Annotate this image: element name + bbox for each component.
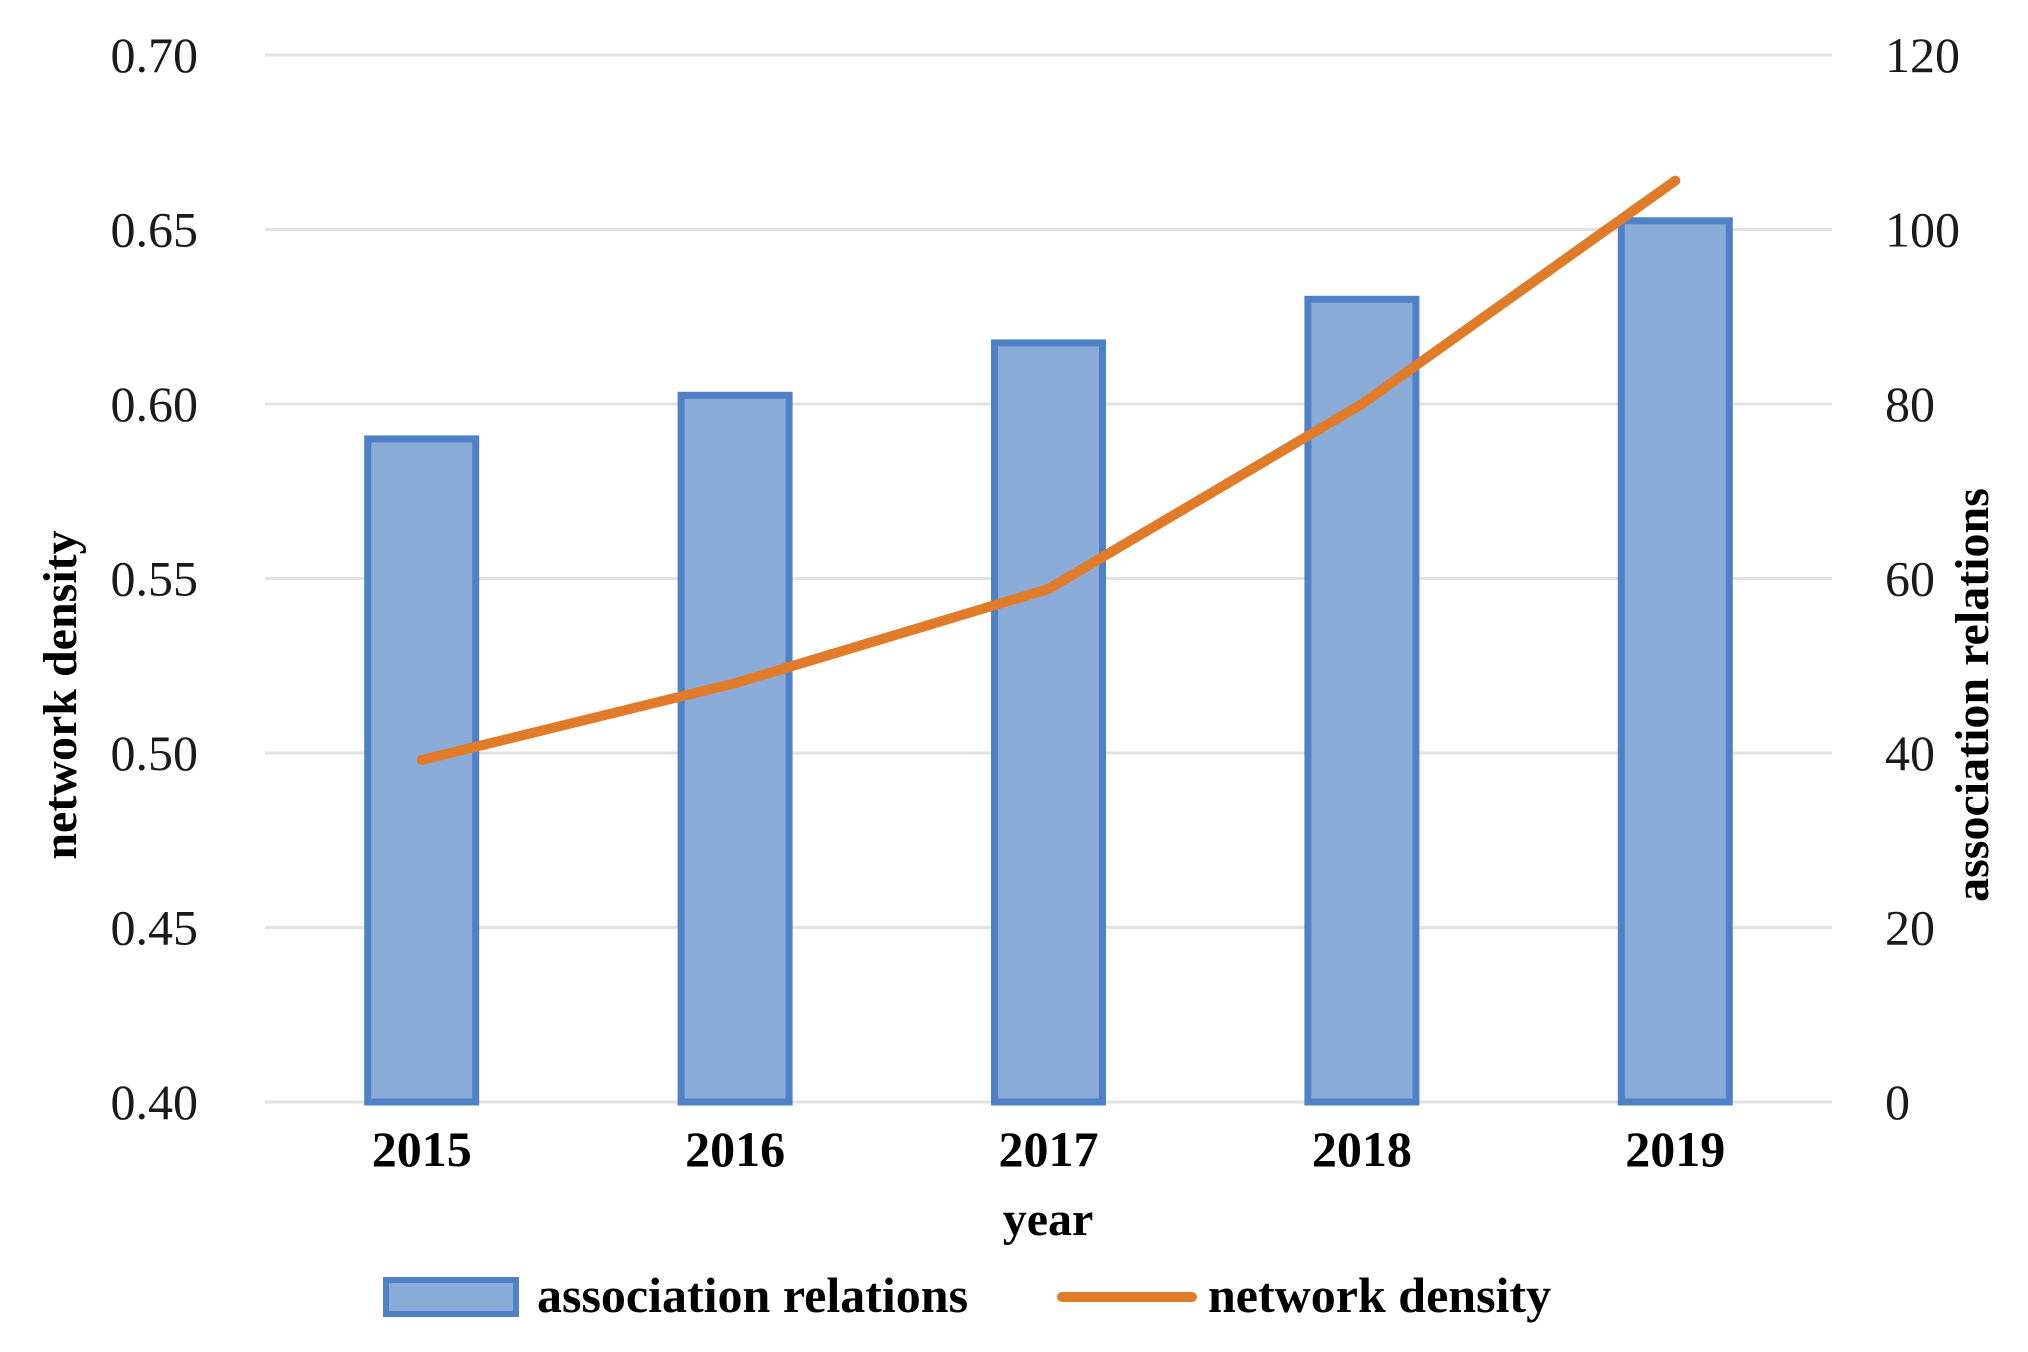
x-axis-tick-label: 2019 [1625, 1121, 1725, 1177]
left-axis-tick-label: 0.70 [111, 27, 199, 83]
x-axis-tick-label: 2015 [372, 1121, 472, 1177]
line-series [416, 175, 1681, 765]
legend-swatch-bar [383, 1277, 519, 1317]
left-axis-tick-label: 0.50 [111, 725, 199, 781]
left-axis-tick-label: 0.45 [111, 900, 199, 956]
right-axis-tick-label: 80 [1885, 376, 1935, 432]
right-axis-tick-label: 120 [1885, 27, 1960, 83]
right-axis-title: association relations [1946, 488, 1999, 902]
right-axis-tick-label: 0 [1885, 1074, 1910, 1130]
legend-label-network-density: network density [1208, 1267, 1551, 1323]
line-point-2016 [734, 682, 737, 685]
x-axis-tick-label: 2017 [999, 1121, 1099, 1177]
x-axis-tick-label: 2016 [685, 1121, 785, 1177]
line-point-2018 [1360, 403, 1363, 405]
left-axis-title: network density [34, 530, 87, 859]
left-axis-tick-label: 0.55 [111, 551, 199, 607]
x-axis-tick-label: 2018 [1312, 1121, 1412, 1177]
x-axis-title: year [1003, 1193, 1094, 1246]
right-axis-tick-label: 40 [1885, 725, 1935, 781]
tick-labels: 0.40 0 0.45 20 0.50 40 0.55 60 0.60 80 0.65 100 0.70… [111, 27, 1961, 1177]
left-axis-tick-label: 0.60 [111, 376, 199, 432]
right-axis-tick-label: 100 [1885, 202, 1960, 258]
bar-2019[interactable] [1617, 217, 1733, 1106]
right-axis-tick-label: 60 [1885, 551, 1935, 607]
legend-item-network-density[interactable]: network density [1057, 1267, 1551, 1323]
line-point-2015 [420, 758, 423, 761]
left-axis-tick-label: 0.40 [111, 1074, 199, 1130]
line-point-2017 [1047, 587, 1050, 590]
bar-2018[interactable] [1304, 295, 1420, 1106]
bar-series [364, 217, 1733, 1106]
right-axis-tick-label: 20 [1885, 900, 1935, 956]
left-axis-tick-label: 0.65 [111, 202, 199, 258]
line-point-2019 [1674, 179, 1677, 182]
legend-item-association-relations[interactable]: association relations [383, 1267, 968, 1323]
bar-2017[interactable] [991, 339, 1106, 1106]
legend-label-association-relations: association relations [537, 1267, 968, 1323]
legend: association relations network density [383, 1267, 1551, 1323]
bar-2016[interactable] [677, 391, 793, 1106]
bar-2015[interactable] [364, 435, 480, 1106]
